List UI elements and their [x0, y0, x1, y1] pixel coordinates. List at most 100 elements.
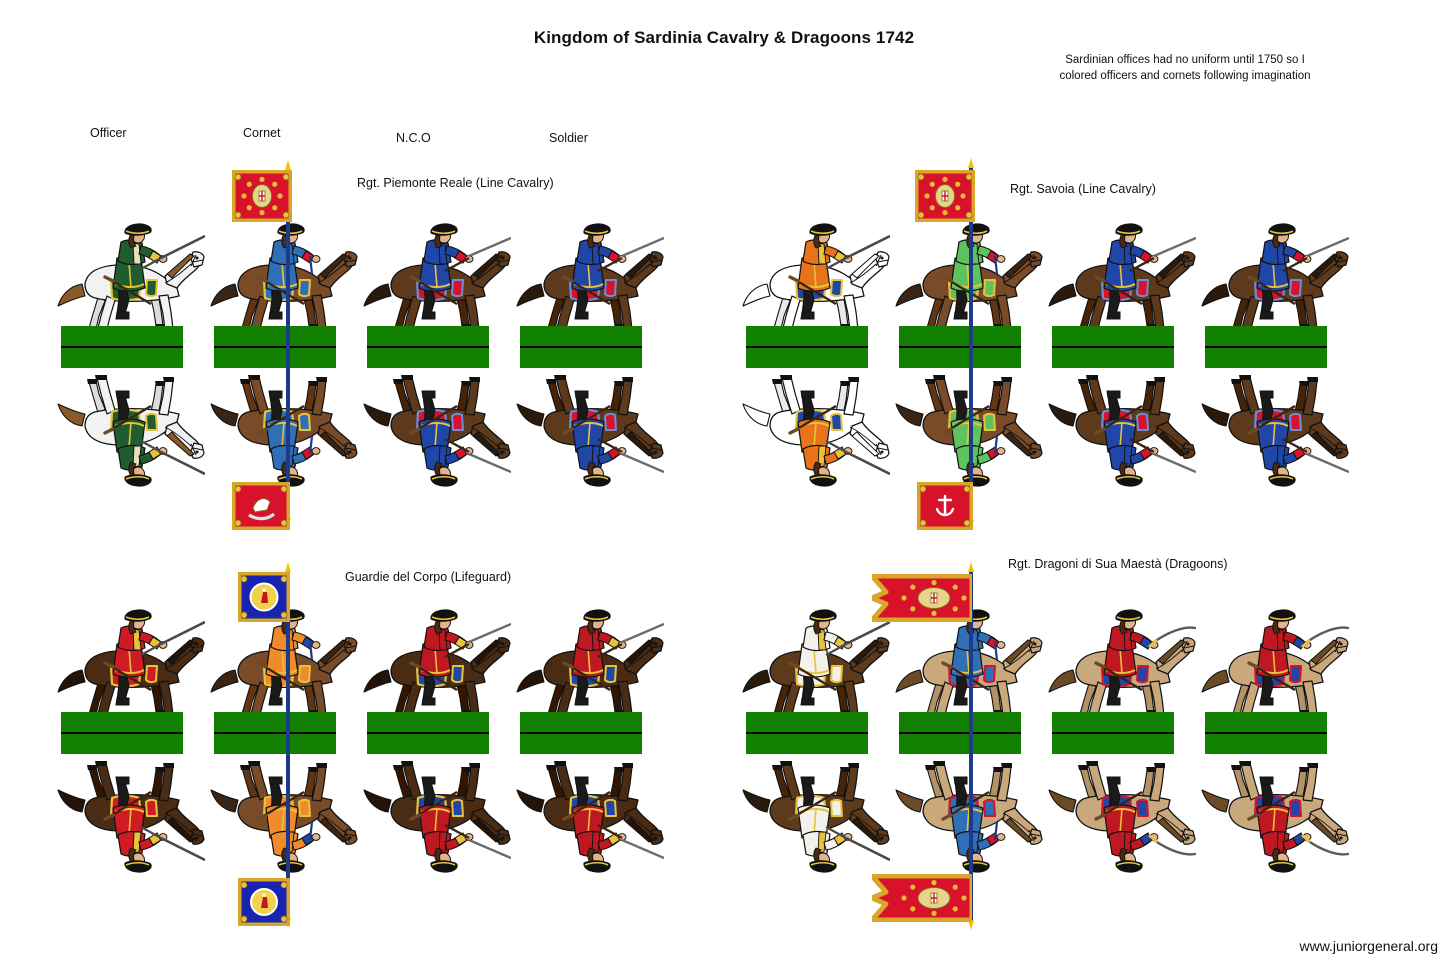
- rider-figure-mirrored: [55, 370, 205, 488]
- rider-figure-mirrored: [740, 756, 890, 874]
- rider-figure-mirrored: [1046, 370, 1196, 488]
- fold-base: [214, 712, 336, 754]
- rider-figure-mirrored: [361, 756, 511, 874]
- standard-pole-guardie-del-corpo: [286, 570, 290, 920]
- regiment-label-savoia: Rgt. Savoia (Line Cavalry): [1010, 182, 1156, 196]
- rider-figure: [893, 608, 1043, 726]
- regiment-label-piemonte-reale: Rgt. Piemonte Reale (Line Cavalry): [357, 176, 554, 190]
- fold-base: [367, 712, 489, 754]
- pole-finial-icon: [968, 562, 974, 572]
- figure-cell-piemonte-reale-soldier[interactable]: [514, 222, 664, 552]
- fold-base: [61, 326, 183, 368]
- rider-figure: [55, 608, 205, 726]
- figure-cell-piemonte-reale-officer[interactable]: [55, 222, 205, 552]
- figure-mirror: [893, 756, 1043, 874]
- fold-line: [61, 346, 183, 348]
- figure-front: [1046, 222, 1196, 340]
- figure-mirror: [361, 370, 511, 488]
- rider-figure: [514, 222, 664, 340]
- regiment-label-guardie-del-corpo: Guardie del Corpo (Lifeguard): [345, 570, 512, 584]
- regiment-label-dragoni-di-sua-maesta: Rgt. Dragoni di Sua Maestà (Dragoons): [1008, 557, 1228, 571]
- fold-base: [1205, 326, 1327, 368]
- rider-figure: [740, 608, 890, 726]
- figure-cell-savoia-soldier[interactable]: [1199, 222, 1349, 552]
- standard-pole-savoia: [969, 166, 973, 522]
- figure-mirror: [55, 756, 205, 874]
- rider-figure: [740, 222, 890, 340]
- figure-mirror: [1199, 756, 1349, 874]
- figure-cell-guardie-del-corpo-cornet[interactable]: [208, 608, 358, 938]
- figure-mirror: [740, 370, 890, 488]
- figure-front: [514, 608, 664, 726]
- uniform-note: Sardinian offices had no uniform until 1…: [1030, 52, 1340, 84]
- savoia-standard-obverse: [915, 170, 975, 222]
- fold-base: [1052, 712, 1174, 754]
- figure-mirror: [514, 370, 664, 488]
- rider-figure-mirrored: [1046, 756, 1196, 874]
- standard-pole-dragoni-di-sua-maesta: [969, 570, 973, 922]
- figure-front: [893, 222, 1043, 340]
- footer-url[interactable]: www.juniorgeneral.org: [1299, 938, 1438, 954]
- rider-figure-mirrored: [1199, 370, 1349, 488]
- fold-base: [746, 326, 868, 368]
- page-title-text: Kingdom of Sardinia Cavalry & Dragoons 1…: [533, 28, 915, 47]
- savoia-standard-reverse: [917, 482, 973, 530]
- fold-base: [746, 712, 868, 754]
- figure-front: [208, 222, 358, 340]
- figure-mirror: [1046, 756, 1196, 874]
- figure-front: [514, 222, 664, 340]
- fold-line: [899, 732, 1021, 734]
- fold-line: [1052, 346, 1174, 348]
- fold-base: [1052, 326, 1174, 368]
- page-title: Kingdom of Sardinia Cavalry & Dragoons 1…: [0, 28, 1448, 48]
- figure-mirror: [1199, 370, 1349, 488]
- rider-figure-mirrored: [208, 756, 358, 874]
- rider-figure-mirrored: [893, 370, 1043, 488]
- rider-figure: [208, 608, 358, 726]
- figure-cell-savoia-nco[interactable]: [1046, 222, 1196, 552]
- figure-cell-piemonte-reale-nco[interactable]: [361, 222, 511, 552]
- figure-cell-dragoni-di-sua-maesta-nco[interactable]: [1046, 608, 1196, 938]
- rider-figure-mirrored: [208, 370, 358, 488]
- figure-front: [893, 608, 1043, 726]
- fold-line: [746, 346, 868, 348]
- rider-figure-mirrored: [514, 370, 664, 488]
- rider-figure: [1199, 608, 1349, 726]
- figure-cell-piemonte-reale-cornet[interactable]: [208, 222, 358, 552]
- figure-front: [361, 608, 511, 726]
- figure-front: [55, 608, 205, 726]
- figure-cell-guardie-del-corpo-soldier[interactable]: [514, 608, 664, 938]
- figure-mirror: [740, 756, 890, 874]
- figure-cell-dragoni-di-sua-maesta-officer[interactable]: [740, 608, 890, 938]
- rider-figure-mirrored: [55, 756, 205, 874]
- rider-figure: [361, 222, 511, 340]
- rider-figure: [55, 222, 205, 340]
- column-label-nco: N.C.O: [396, 131, 431, 145]
- rider-figure-mirrored: [514, 756, 664, 874]
- column-label-cornet: Cornet: [243, 126, 281, 140]
- guardie-standard-reverse: [238, 878, 290, 926]
- column-label-officer: Officer: [90, 126, 127, 140]
- fold-line: [214, 346, 336, 348]
- fold-base: [61, 712, 183, 754]
- figure-front: [361, 222, 511, 340]
- fold-base: [520, 712, 642, 754]
- figure-front: [55, 222, 205, 340]
- rider-figure: [361, 608, 511, 726]
- fold-line: [746, 732, 868, 734]
- figure-front: [1199, 222, 1349, 340]
- figure-cell-dragoni-di-sua-maesta-soldier[interactable]: [1199, 608, 1349, 938]
- fold-base: [899, 712, 1021, 754]
- rider-figure-mirrored: [361, 370, 511, 488]
- figure-cell-guardie-del-corpo-nco[interactable]: [361, 608, 511, 938]
- figure-cell-savoia-officer[interactable]: [740, 222, 890, 552]
- figure-front: [740, 608, 890, 726]
- figure-cell-guardie-del-corpo-officer[interactable]: [55, 608, 205, 938]
- fold-line: [520, 732, 642, 734]
- rider-figure-mirrored: [893, 756, 1043, 874]
- pole-finial-icon: [285, 562, 291, 572]
- dragoon-guidon-obverse: [872, 574, 972, 622]
- fold-base: [899, 326, 1021, 368]
- rider-figure: [1046, 222, 1196, 340]
